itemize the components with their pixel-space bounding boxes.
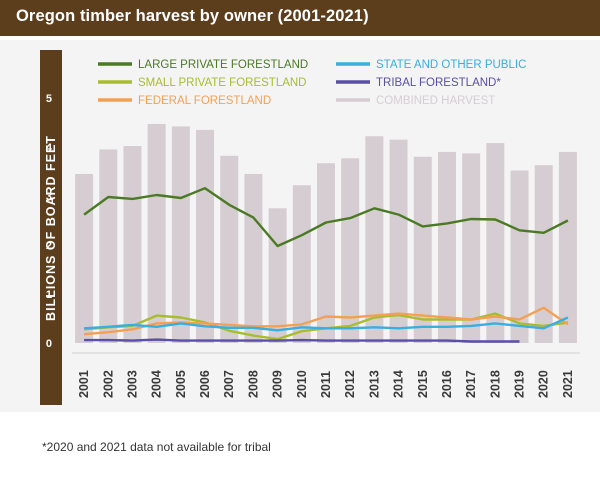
y-tick-label-3: 3 (46, 191, 52, 203)
bar-combined-2014 (389, 139, 408, 343)
x-tick-label-2007: 2007 (222, 370, 236, 398)
line-state-and-other-public (84, 316, 569, 332)
bar-combined-2001 (75, 173, 94, 343)
footnote: *2020 and 2021 data not available for tr… (42, 440, 271, 454)
bar-combined-2008 (244, 173, 263, 343)
x-tick-label-2011: 2011 (319, 371, 333, 398)
line-tribal-forestland (84, 338, 520, 343)
x-tick-label-2002: 2002 (101, 370, 115, 398)
y-tick-label-0: 0 (46, 338, 52, 350)
bar-combined-2003 (123, 146, 142, 343)
legend-label-tribal-forestland: TRIBAL FORESTLAND* (376, 77, 501, 89)
legend-label-federal-forestland: FEDERAL FORESTLAND (138, 95, 271, 107)
bar-combined-2012 (341, 158, 360, 343)
bar-combined-2021 (558, 151, 577, 343)
x-tick-label-2012: 2012 (343, 370, 357, 398)
x-tick-label-2008: 2008 (246, 370, 260, 398)
x-tick-label-2019: 2019 (513, 370, 527, 398)
x-tick-label-2020: 2020 (537, 370, 551, 398)
bar-combined-2011 (317, 163, 335, 343)
legend-label-combined-harvest: COMBINED HARVEST (376, 95, 495, 107)
y-tick-label-1: 1 (46, 289, 52, 301)
ylabel-bar (40, 50, 62, 405)
legend-label-state-and-other-public: STATE AND OTHER PUBLIC (376, 59, 526, 71)
x-tick-label-2003: 2003 (125, 370, 139, 398)
bar-combined-2005 (171, 126, 190, 343)
bar-combined-2019 (510, 170, 529, 343)
chart-title: Oregon timber harvest by owner (2001-202… (16, 7, 369, 25)
x-tick-label-2013: 2013 (367, 370, 381, 398)
bar-combined-2006 (196, 129, 215, 343)
bar-combined-2009 (268, 208, 287, 343)
bar-combined-2018 (486, 143, 505, 343)
bar-combined-2002 (99, 149, 118, 343)
x-tick-label-2017: 2017 (464, 370, 478, 398)
x-tick-label-2005: 2005 (174, 370, 188, 398)
y-tick-label-5: 5 (46, 93, 52, 105)
title-band (0, 0, 600, 36)
bar-combined-2017 (462, 153, 481, 343)
y-tick-label-2: 2 (46, 240, 52, 252)
x-tick-label-2004: 2004 (150, 370, 164, 398)
y-tick-label-4: 4 (46, 142, 53, 154)
line-large-private-forestland (83, 187, 569, 248)
bar-combined-2016 (437, 151, 456, 343)
x-tick-label-2015: 2015 (416, 370, 430, 398)
x-tick-label-2021: 2021 (561, 370, 575, 398)
legend-label-small-private-forestland: SMALL PRIVATE FORESTLAND (138, 77, 307, 89)
bar-combined-2015 (413, 156, 432, 343)
x-tick-label-2014: 2014 (392, 370, 406, 398)
legend-label-large-private-forestland: LARGE PRIVATE FORESTLAND (138, 59, 308, 71)
line-federal-forestland (84, 306, 569, 336)
x-tick-label-2001: 2001 (77, 370, 91, 398)
x-tick-label-2009: 2009 (271, 370, 285, 398)
bar-combined-2007 (220, 155, 239, 343)
x-tick-label-2016: 2016 (440, 370, 454, 398)
bar-combined-2010 (292, 185, 311, 343)
x-tick-label-2010: 2010 (295, 370, 309, 398)
bar-combined-2013 (365, 136, 384, 343)
x-tick-label-2018: 2018 (488, 370, 502, 398)
bar-combined-2004 (147, 123, 166, 343)
x-tick-label-2006: 2006 (198, 370, 212, 398)
bar-combined-2020 (534, 165, 553, 343)
